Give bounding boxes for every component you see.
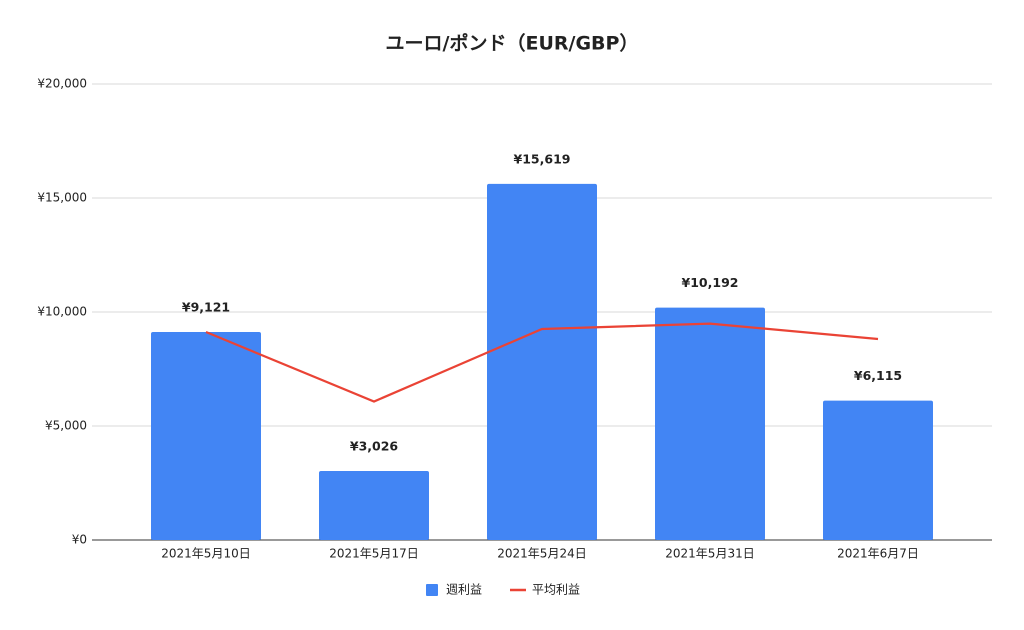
x-tick-label: 2021年5月31日	[665, 547, 754, 561]
data-label: ¥9,121	[182, 300, 230, 315]
legend-label: 週利益	[446, 583, 482, 597]
y-tick-label: ¥5,000	[45, 419, 87, 433]
bar	[487, 183, 597, 541]
legend-label: 平均利益	[532, 583, 580, 597]
data-label: ¥3,026	[350, 439, 399, 454]
bar	[655, 307, 765, 540]
legend-swatch	[426, 584, 438, 596]
y-tick-label: ¥15,000	[37, 191, 87, 205]
y-tick-label: ¥20,000	[37, 77, 87, 91]
bar	[319, 471, 429, 540]
data-label: ¥10,192	[682, 275, 739, 290]
x-tick-label: 2021年6月7日	[837, 547, 919, 561]
x-tick-label: 2021年5月24日	[497, 547, 586, 561]
chart-title: ユーロ/ポンド（EUR/GBP）	[386, 32, 639, 55]
x-tick-label: 2021年5月10日	[161, 547, 250, 561]
bar	[823, 400, 933, 540]
data-label: ¥15,619	[514, 151, 571, 166]
line	[205, 322, 879, 403]
y-tick-label: ¥0	[72, 533, 87, 547]
y-tick-label: ¥10,000	[37, 305, 87, 319]
data-label: ¥6,115	[854, 368, 902, 383]
bar	[151, 332, 261, 540]
x-tick-label: 2021年5月17日	[329, 547, 418, 561]
